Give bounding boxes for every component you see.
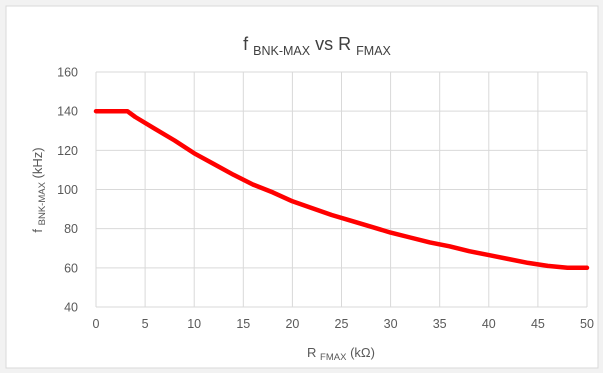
x-axis-title: R FMAX (kΩ) [307,345,375,363]
y-tick-labels: 40 60 80 100 120 140 160 [57,66,78,315]
y-tick-label: 60 [64,261,78,275]
x-tick-label: 25 [335,317,349,331]
chart-title: f BNK-MAX vs R FMAX [243,34,391,59]
x-axis-title-main: R [307,345,316,360]
chart-title-subscript: BNK-MAX [253,44,311,58]
y-axis-title-subscript: BNK-MAX [37,181,48,225]
y-tick-label: 160 [57,66,78,80]
x-tick-label: 10 [187,317,201,331]
x-tick-label: 15 [236,317,250,331]
chart-title-suffix: vs R [315,34,351,54]
x-axis-title-unit: (kΩ) [350,345,375,360]
y-tick-label: 120 [57,144,78,158]
chart-title-suffix-subscript: FMAX [356,44,391,58]
gridlines [95,71,588,308]
y-tick-label: 100 [57,183,78,197]
x-tick-label: 40 [482,317,496,331]
y-tick-label: 140 [57,105,78,119]
x-tick-label: 45 [531,317,545,331]
x-tick-label: 35 [433,317,447,331]
x-tick-label: 0 [93,317,100,331]
y-tick-label: 40 [64,301,78,315]
chart-title-main: f [243,34,249,54]
series-line-0 [93,108,590,271]
y-axis-title-unit: (kHz) [30,147,45,178]
x-tick-labels: 0 5 10 15 20 25 30 35 40 45 50 [93,317,594,331]
x-tick-label: 50 [580,317,594,331]
x-axis-title-subscript: FMAX [320,352,347,363]
x-tick-label: 5 [142,317,149,331]
y-tick-label: 80 [64,222,78,236]
chart-area [5,5,599,369]
y-axis-title: f BNK-MAX (kHz) [30,147,48,232]
x-tick-label: 20 [285,317,299,331]
x-tick-label: 30 [384,317,398,331]
y-axis-title-main: f [30,229,45,233]
series-layer [93,108,590,271]
